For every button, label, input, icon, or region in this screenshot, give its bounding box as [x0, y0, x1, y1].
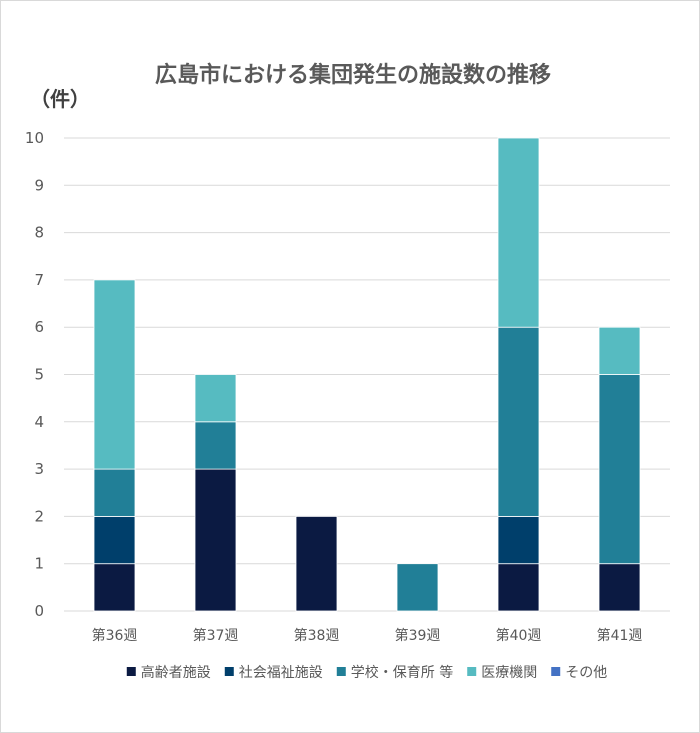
bar-segment: [598, 563, 641, 612]
chart-title: 広島市における集団発生の施設数の推移: [155, 62, 551, 88]
legend-label: 社会福祉施設: [239, 665, 323, 681]
y-tick-label: 5: [34, 366, 44, 384]
y-tick-label: 4: [34, 413, 44, 431]
y-axis-unit-label: （件）: [30, 87, 90, 111]
bar-segment: [93, 516, 136, 565]
y-tick-label: 2: [34, 507, 44, 525]
legend-item: その他: [551, 665, 607, 681]
bar-segment: [194, 421, 237, 470]
legend-swatch: [467, 667, 477, 676]
bars: [93, 137, 641, 612]
legend-swatch: [126, 667, 136, 676]
legend-item: 医療機関: [467, 664, 537, 681]
x-category-label: 第39週: [395, 627, 441, 644]
legend-item: 社会福祉施設: [224, 665, 323, 681]
legend-label: 医療機関: [481, 664, 537, 681]
x-category-label: 第38週: [294, 627, 340, 644]
legend-item: 高齢者施設: [126, 664, 211, 681]
x-category-label: 第37週: [193, 627, 239, 644]
x-category-label: 第41週: [597, 627, 643, 644]
bar-segment: [295, 516, 338, 612]
bar-segment: [93, 279, 136, 470]
legend-label: 学校・保育所 等: [351, 664, 453, 681]
bar-segment: [497, 516, 540, 565]
legend-swatch: [551, 667, 561, 676]
y-tick-label: 8: [34, 224, 44, 242]
gridlines: [64, 137, 670, 612]
y-axis-ticks: 0 1 2 3 4 5 6 7 8 9 10: [25, 129, 44, 620]
y-tick-label: 9: [34, 176, 44, 194]
legend-label: その他: [565, 665, 607, 681]
y-tick-label: 1: [34, 555, 44, 573]
bar-segment: [497, 137, 540, 328]
legend-item: 学校・保育所 等: [336, 664, 453, 681]
bar-segment: [497, 326, 540, 517]
y-tick-label: 3: [34, 460, 44, 478]
bar-segment: [396, 563, 439, 612]
legend-swatch: [224, 667, 234, 676]
y-tick-label: 10: [25, 129, 44, 147]
y-tick-label: 7: [34, 271, 44, 289]
x-category-label: 第40週: [496, 627, 542, 644]
y-tick-label: 6: [34, 318, 44, 336]
bar-segment: [598, 374, 641, 565]
bar-segment: [194, 468, 237, 612]
x-axis-categories: 第36週 第37週 第38週 第39週 第40週 第41週: [92, 627, 643, 644]
legend: 高齢者施設 社会福祉施設 学校・保育所 等 医療機関 その他: [126, 664, 607, 681]
legend-label: 高齢者施設: [141, 664, 211, 681]
bar-segment: [194, 374, 237, 423]
x-category-label: 第36週: [92, 627, 138, 644]
bar-segment: [497, 563, 540, 612]
legend-swatch: [336, 667, 346, 676]
bar-segment: [93, 468, 136, 517]
bar-segment: [598, 326, 641, 375]
y-tick-label: 0: [34, 602, 44, 620]
bar-segment: [93, 563, 136, 612]
